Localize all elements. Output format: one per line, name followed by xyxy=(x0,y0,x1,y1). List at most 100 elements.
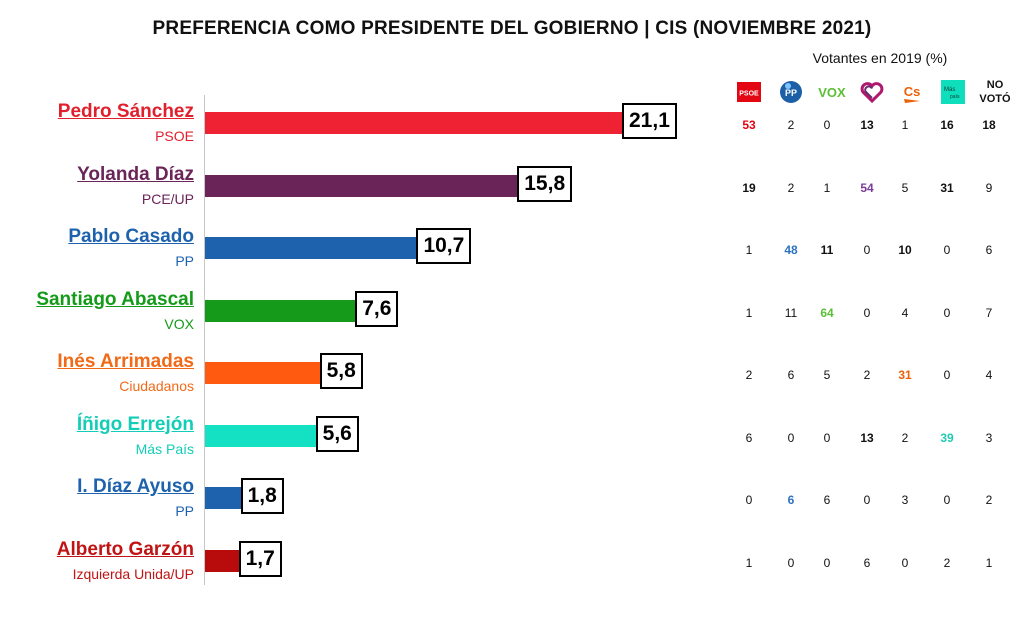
no-voto-header-line: VOTÓ xyxy=(979,93,1011,105)
table-cell: 2 xyxy=(863,368,871,382)
table-cell: 2 xyxy=(787,118,795,132)
bar xyxy=(205,237,417,259)
table-cell: 6 xyxy=(863,555,871,570)
table-cell: 2 xyxy=(745,368,753,382)
no-voto-header-line: NO xyxy=(986,79,1004,91)
table-cell: 13 xyxy=(860,118,874,132)
table-cell: 0 xyxy=(943,368,951,382)
table-cell: 31 xyxy=(940,180,954,195)
chart-row: Alberto Garzón Izquierda Unida/UP 1,7 1 0 0 6 0… xyxy=(0,539,1024,605)
table-cell: 4 xyxy=(901,305,909,320)
candidate-party: PP xyxy=(175,253,194,269)
table-cell: 2 xyxy=(787,180,795,195)
table-cell: 1 xyxy=(823,180,831,195)
table-cell: 53 xyxy=(742,118,756,132)
svg-text:PSOE: PSOE xyxy=(739,91,759,98)
y-axis-line xyxy=(204,95,205,585)
table-cell: 0 xyxy=(823,430,831,445)
chart-row: Santiago Abascal VOX 7,6 1 11 64 0 4 0 7 xyxy=(0,289,1024,355)
table-cell: 0 xyxy=(863,493,871,507)
chart-row: Íñigo Errejón Más País 5,6 6 0 0 13 2 39 3 xyxy=(0,414,1024,480)
table-cell: 10 xyxy=(898,243,912,257)
candidate-party: PSOE xyxy=(155,128,194,144)
chart-row: Pablo Casado PP 10,7 1 48 11 0 10 0 6 xyxy=(0,226,1024,292)
table-cell: 6 xyxy=(745,430,753,445)
table-cell: 1 xyxy=(745,305,753,320)
bar-value-label: 10,7 xyxy=(416,228,472,264)
candidate-party: PCE/UP xyxy=(141,190,194,207)
table-cell: 0 xyxy=(943,305,951,320)
candidate-name: Pablo Casado xyxy=(68,226,194,247)
candidate-party: PP xyxy=(175,503,194,519)
table-cell: 1 xyxy=(985,555,993,570)
candidate-name: Inés Arrimadas xyxy=(57,351,194,372)
candidate-name: Alberto Garzón xyxy=(56,538,194,560)
pp-logo-icon: PP xyxy=(779,80,803,104)
table-cell: 1 xyxy=(745,243,753,257)
table-cell: 0 xyxy=(745,493,753,507)
table-cell: 54 xyxy=(860,180,874,195)
bar-value-label: 21,1 xyxy=(622,103,677,139)
vox-logo-icon: VOX xyxy=(815,80,849,104)
bar-value-label: 5,8 xyxy=(319,353,363,389)
bar xyxy=(205,424,316,447)
bar-value-label: 1,7 xyxy=(238,540,282,577)
table-cell: 11 xyxy=(784,305,798,320)
table-cell: 1 xyxy=(901,118,909,132)
mas-pais-logo-icon: Más país xyxy=(941,80,965,104)
candidate-name: Yolanda Díaz xyxy=(77,163,194,185)
table-cell: 5 xyxy=(823,368,831,382)
bar-value-label: 5,6 xyxy=(315,415,359,452)
candidate-party: Más País xyxy=(135,440,194,457)
table-cell: 0 xyxy=(863,243,871,257)
bar xyxy=(205,487,241,509)
candidate-party: Izquierda Unida/UP xyxy=(72,565,194,582)
candidate-name: Santiago Abascal xyxy=(36,288,194,310)
chart-row: I. Díaz Ayuso PP 1,8 0 6 6 0 3 0 2 xyxy=(0,476,1024,542)
table-cell: 6 xyxy=(985,243,993,257)
chart-title: PREFERENCIA COMO PRESIDENTE DEL GOBIERNO… xyxy=(152,18,872,39)
bar-value-label: 7,6 xyxy=(355,290,399,327)
table-cell: 6 xyxy=(787,368,795,382)
table-cell: 3 xyxy=(901,493,909,507)
table-cell: 4 xyxy=(985,368,993,382)
table-cell: 0 xyxy=(901,555,909,570)
table-cell: 1 xyxy=(745,555,753,570)
table-cell: 9 xyxy=(985,180,993,195)
table-cell: 0 xyxy=(823,118,831,132)
bar xyxy=(205,112,622,134)
candidate-name: Pedro Sánchez xyxy=(57,101,194,122)
bar-value-label: 15,8 xyxy=(517,165,573,202)
table-cell: 0 xyxy=(863,305,871,320)
bar xyxy=(205,299,356,322)
table-cell: 64 xyxy=(820,305,834,320)
bar xyxy=(205,362,320,384)
up-heart-logo-icon xyxy=(860,80,884,104)
no-voto-header: NO VOTÓ xyxy=(977,78,1013,106)
table-cell: 31 xyxy=(898,368,912,382)
chart-row: Pedro Sánchez PSOE 21,1 53 2 0 13 1 16 18 xyxy=(0,101,1024,167)
table-cell: 0 xyxy=(823,555,831,570)
table-cell: 0 xyxy=(943,243,951,257)
candidate-party: VOX xyxy=(164,315,194,332)
svg-text:Cs: Cs xyxy=(904,84,921,99)
bar-value-label: 1,8 xyxy=(240,478,284,514)
table-cell: 11 xyxy=(820,243,834,257)
table-cell: 6 xyxy=(787,493,795,507)
candidate-party: Ciudadanos xyxy=(119,378,194,394)
table-cell: 5 xyxy=(901,180,909,195)
table-cell: 48 xyxy=(784,243,798,257)
table-cell: 7 xyxy=(985,305,993,320)
table-cell: 0 xyxy=(787,555,795,570)
cs-logo-icon: Cs xyxy=(900,80,924,104)
chart-row: Inés Arrimadas Ciudadanos 5,8 2 6 5 2 31 0 4 xyxy=(0,351,1024,417)
svg-text:país: país xyxy=(950,94,960,100)
bar xyxy=(205,174,518,197)
table-cell: 19 xyxy=(742,180,756,195)
table-cell: 2 xyxy=(901,430,909,445)
table-cell: 18 xyxy=(982,118,996,132)
candidate-name: I. Díaz Ayuso xyxy=(77,476,194,497)
psoe-logo-icon: PSOE xyxy=(737,80,761,104)
table-cell: 0 xyxy=(787,430,795,445)
table-subtitle: Votantes en 2019 (%) xyxy=(812,50,948,66)
